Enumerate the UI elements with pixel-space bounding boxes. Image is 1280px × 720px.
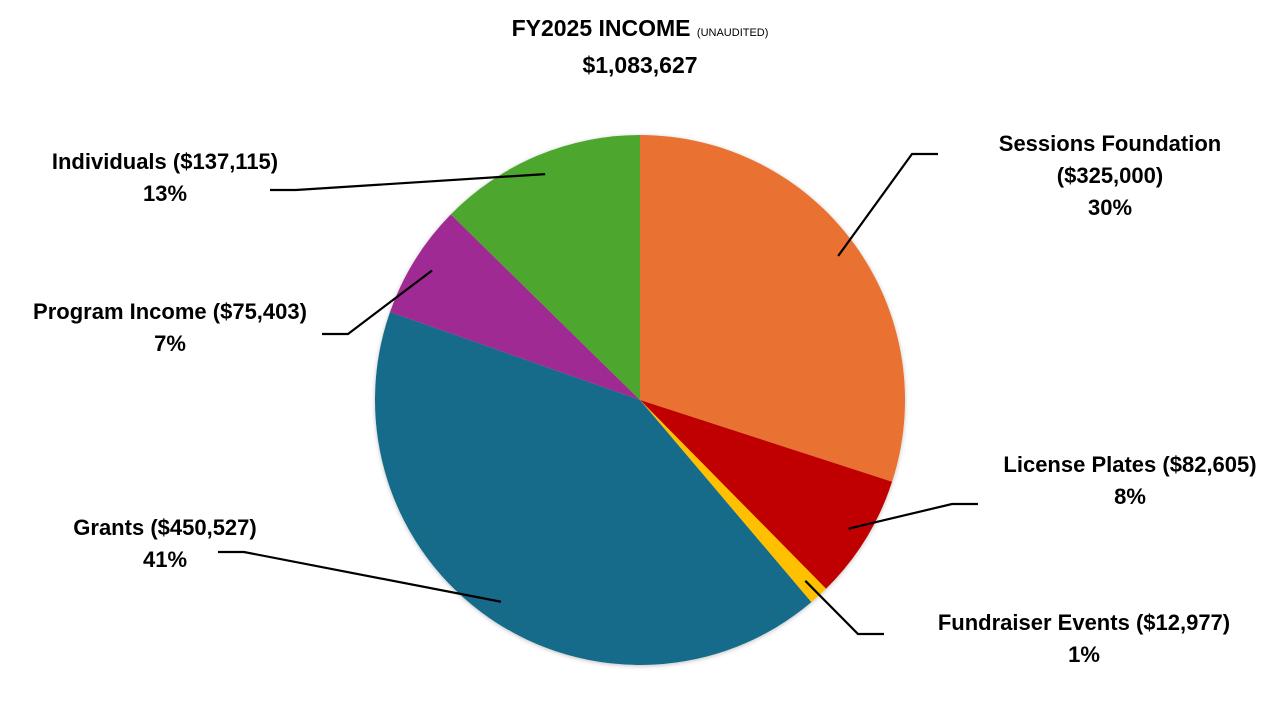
leader-lines bbox=[218, 152, 978, 636]
leader-line bbox=[218, 550, 502, 603]
slice-label-license-plates: License Plates ($82,605) 8% bbox=[982, 449, 1278, 513]
leader-line bbox=[804, 580, 884, 636]
leader-line bbox=[848, 502, 978, 530]
pie-slice-program-income bbox=[390, 214, 640, 400]
leader-line bbox=[270, 173, 546, 192]
slice-label-name: Sessions Foundation bbox=[998, 131, 1222, 156]
slice-label-amount: ($75,403) bbox=[212, 299, 307, 324]
slice-label-amount: ($137,115) bbox=[172, 149, 279, 174]
slice-label-percent: 30% bbox=[1087, 195, 1133, 220]
pie-slice-sessions-foundation bbox=[640, 135, 905, 482]
leader-line bbox=[837, 152, 938, 257]
chart-total: $1,083,627 bbox=[582, 52, 698, 78]
slice-label-individuals: Individuals ($137,115) 13% bbox=[28, 146, 302, 210]
slice-label-percent: 41% bbox=[142, 547, 188, 572]
pie-slice-grants bbox=[374, 311, 812, 666]
pie-slices bbox=[374, 135, 905, 666]
chart-title: FY2025 INCOME (UNAUDITED) bbox=[0, 12, 1280, 49]
slice-label-name: Individuals bbox=[51, 149, 167, 174]
slice-label-amount: ($450,527) bbox=[150, 515, 257, 540]
slice-label-sessions-foundation: Sessions Foundation ($325,000) 30% bbox=[980, 128, 1240, 224]
slice-label-percent: 8% bbox=[1114, 484, 1146, 509]
leader-line bbox=[322, 269, 433, 336]
slice-label-program-income: Program Income ($75,403) 7% bbox=[8, 296, 332, 360]
slice-label-grants: Grants ($450,527) 41% bbox=[50, 512, 280, 576]
slice-label-name: License Plates bbox=[1003, 452, 1157, 477]
slice-label-name: Grants bbox=[73, 515, 145, 540]
slice-label-name: Program Income bbox=[33, 299, 207, 324]
pie-slice-individuals bbox=[450, 135, 640, 400]
slice-label-percent: 7% bbox=[154, 331, 186, 356]
chart-title-subtitle: (UNAUDITED) bbox=[696, 27, 769, 39]
chart-title-block: FY2025 INCOME (UNAUDITED) $1,083,627 bbox=[0, 12, 1280, 81]
chart-title-main: FY2025 INCOME bbox=[511, 15, 691, 41]
slice-label-fundraiser-events: Fundraiser Events ($12,977) 1% bbox=[914, 607, 1254, 671]
pie-slice-fundraiser-events bbox=[640, 400, 827, 603]
slice-label-amount: ($12,977) bbox=[1135, 610, 1231, 635]
slice-label-percent: 13% bbox=[142, 181, 188, 206]
slice-label-amount: ($325,000) bbox=[1056, 163, 1164, 188]
pie-slice-license-plates bbox=[640, 400, 893, 589]
slice-label-percent: 1% bbox=[1068, 642, 1100, 667]
slice-label-name: Fundraiser Events bbox=[937, 610, 1130, 635]
slice-label-amount: ($82,605) bbox=[1162, 452, 1257, 477]
